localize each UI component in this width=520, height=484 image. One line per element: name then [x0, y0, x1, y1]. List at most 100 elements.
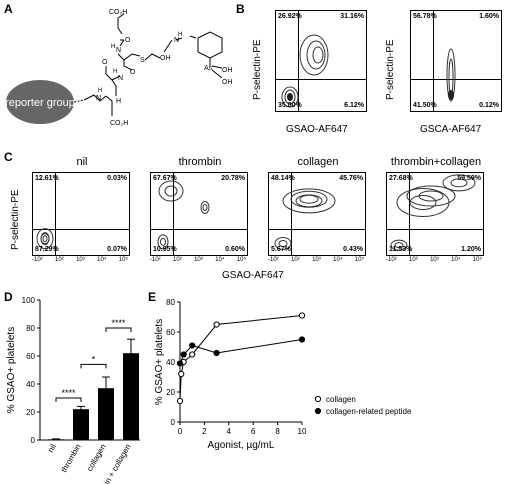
- c-contour-inner: [418, 190, 444, 202]
- co2h-top: CO₂H: [109, 9, 127, 16]
- e-legend-marker: [314, 407, 322, 415]
- c-contour-inner: [202, 203, 208, 211]
- atom-n4h: H: [178, 32, 182, 38]
- c-contour: [40, 232, 50, 246]
- c-gate-horizontal: [269, 229, 365, 230]
- e-xtick-label: 0: [178, 427, 183, 436]
- reporter-group-ellipse: [6, 80, 74, 124]
- c-plot-title: collagen: [297, 156, 339, 168]
- atom-n2: N: [118, 75, 123, 82]
- d-bar: [98, 388, 114, 440]
- b1-q-lr: 6.12%: [344, 102, 364, 109]
- b2-q-ul: 56.78%: [413, 13, 437, 20]
- c-xticks: -10² 10² 10³ 10⁴ 10⁵: [386, 257, 482, 263]
- c-q-ur: 0.03%: [107, 175, 127, 182]
- e-data-point: [178, 370, 185, 378]
- e-legend-label: collagen: [326, 395, 356, 404]
- c-contours: [390, 174, 476, 251]
- c-q-lr: 0.07%: [107, 246, 127, 253]
- atom-o3: O: [125, 37, 131, 44]
- c-contour-inner: [42, 235, 48, 243]
- c-xtick: -10²: [150, 257, 161, 263]
- b2-q-ur: 1.60%: [479, 13, 499, 20]
- c-xticks: -10² 10² 10³ 10⁴ 10⁵: [150, 257, 246, 263]
- atom-oh2: OH: [222, 67, 233, 74]
- c-gate-horizontal: [387, 229, 483, 230]
- d-ytick-label: 20: [26, 408, 35, 417]
- d-significance-label: ****: [111, 318, 126, 328]
- c-contour: [36, 228, 54, 250]
- b2-xlabel: GSCA-AF647: [420, 124, 482, 135]
- c-q-lr: 0.43%: [343, 246, 363, 253]
- c-xtick: 10²: [55, 257, 64, 263]
- e-legend-label: collagen-related peptide: [326, 407, 412, 416]
- c-contour-inner: [450, 178, 468, 188]
- c-plot-title: thrombin+collagen: [390, 156, 482, 168]
- co2h-bottom: CO₂H: [110, 120, 128, 127]
- c-q-ur: 20.78%: [221, 175, 245, 182]
- c-xtick: 10³: [194, 257, 203, 263]
- b1-plot-area: 26.92% 31.16% 35.80% 6.12%: [275, 10, 367, 112]
- d-category-label: thrombin: [59, 443, 82, 474]
- atom-as: As: [204, 65, 213, 72]
- d-bar: [73, 409, 89, 440]
- c-plot-area: 67.67% 20.78% 10.95% 0.60%: [150, 172, 248, 256]
- d-category-label: nil: [46, 442, 58, 454]
- c-gate-vertical: [173, 173, 174, 255]
- atom-o1: O: [102, 59, 108, 66]
- e-data-point: [298, 312, 306, 319]
- c-xtick: 10³: [312, 257, 321, 263]
- c-contour: [158, 180, 184, 202]
- c-q-ur: 45.76%: [339, 175, 363, 182]
- reporter-group-label: reporter group: [5, 97, 75, 109]
- e-xtick-label: 8: [275, 427, 280, 436]
- c-contour-inner: [409, 195, 437, 211]
- b2-ylabel: P-selectin-PE: [385, 39, 396, 100]
- c-q-ul: 48.14%: [271, 175, 295, 182]
- c-gate-horizontal: [33, 229, 129, 230]
- atom-n2h: H: [113, 69, 117, 75]
- c-xtick: -10²: [386, 257, 397, 263]
- atom-n3: N: [116, 47, 121, 54]
- c-xtick: -10²: [268, 257, 279, 263]
- c-q-ll: 11.53%: [389, 246, 413, 253]
- c-q-lr: 0.60%: [225, 246, 245, 253]
- e-legend-marker: [314, 395, 322, 403]
- c-gate-horizontal: [151, 229, 247, 230]
- e-xlabel: Agonist, µg/mL: [208, 440, 275, 451]
- c-xtick: 10⁴: [215, 257, 225, 263]
- d-significance-bracket: [105, 327, 132, 332]
- c-contour-inner: [299, 194, 319, 204]
- atom-n4: N: [174, 37, 179, 44]
- e-ytick-label: 0: [171, 418, 176, 427]
- b2-q-lr: 0.12%: [479, 102, 499, 109]
- c-xlabel: GSAO-AF647: [222, 270, 284, 281]
- c-contour: [274, 237, 292, 251]
- e-ytick-label: 80: [166, 298, 175, 307]
- atom-o2: O: [130, 69, 136, 76]
- d-ytick-label: 40: [26, 380, 35, 389]
- atom-n1: N: [96, 95, 101, 102]
- panel-label-c: C: [4, 150, 13, 164]
- c-contour: [406, 185, 456, 207]
- c-xtick: -10²: [32, 257, 43, 263]
- e-data-point: [213, 349, 220, 357]
- panel-label-e: E: [148, 290, 157, 304]
- e-xtick-label: 4: [227, 427, 232, 436]
- c-xtick: 10²: [173, 257, 182, 263]
- c-contour-inner: [160, 237, 166, 246]
- c-xticks: -10² 10² 10³ 10⁴ 10⁵: [268, 257, 364, 263]
- c-xtick: 10⁵: [118, 257, 128, 263]
- atom-oh3: OH: [222, 79, 233, 86]
- b2-plot-area: 56.78% 1.60% 41.50% 0.12%: [410, 10, 502, 112]
- e-data-point: [189, 351, 196, 358]
- c-contours: [157, 180, 210, 250]
- c-xtick: 10³: [430, 257, 439, 263]
- e-data-point: [189, 342, 196, 349]
- d-ytick-label: 80: [26, 324, 35, 333]
- e-data-point: [180, 351, 187, 358]
- atom-n3h: H: [111, 44, 115, 50]
- c-contour-inner: [164, 185, 178, 197]
- d-ytick-label: 100: [22, 296, 36, 305]
- d-ytick-label: 60: [26, 352, 35, 361]
